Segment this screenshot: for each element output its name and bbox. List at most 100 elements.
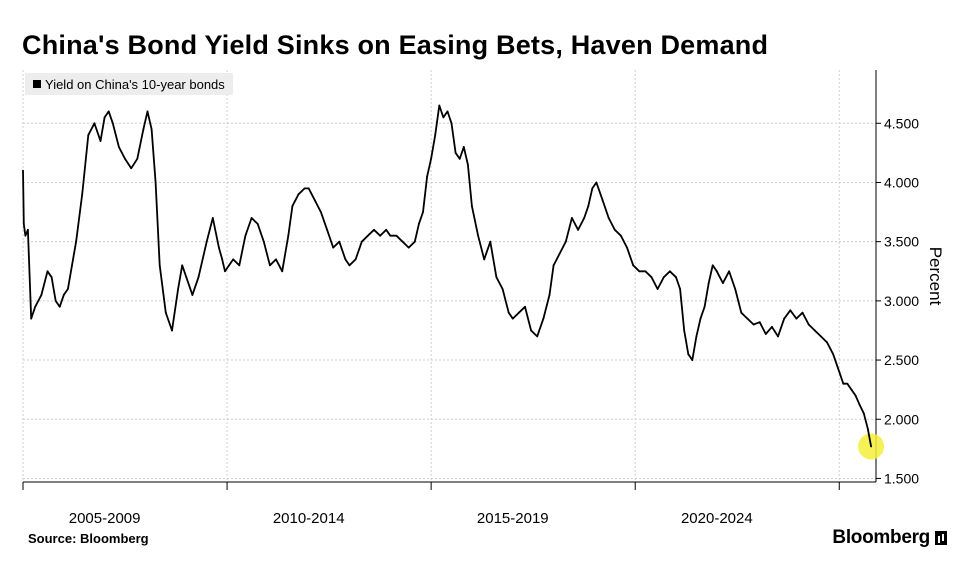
y-tick-label: 3.000: [884, 293, 919, 309]
data-point: [197, 276, 200, 279]
data-point: [832, 353, 835, 356]
data-point: [501, 288, 504, 290]
data-point: [103, 116, 106, 119]
data-point: [807, 323, 810, 326]
x-tick-label: 2015-2019: [477, 510, 549, 527]
data-point: [146, 110, 149, 113]
data-point: [389, 234, 392, 237]
data-point: [789, 309, 792, 312]
data-point: [66, 288, 69, 290]
data-point: [517, 311, 520, 314]
data-point: [752, 323, 755, 326]
data-point: [820, 335, 822, 338]
data-point: [124, 157, 126, 160]
data-point: [118, 146, 120, 148]
data-point: [438, 104, 441, 107]
data-point: [854, 394, 857, 397]
data-point: [842, 382, 845, 385]
data-point: [262, 240, 265, 243]
data-point: [191, 294, 194, 296]
data-point: [632, 264, 635, 267]
data-point: [379, 234, 382, 237]
legend-label: Yield on China's 10-year bonds: [45, 76, 225, 92]
data-point: [46, 270, 49, 273]
data-point: [458, 157, 461, 160]
data-point: [181, 264, 184, 267]
data-point: [87, 134, 90, 137]
data-point: [489, 240, 492, 243]
data-point: [142, 128, 145, 131]
data-point: [722, 282, 724, 285]
data-point: [564, 240, 567, 243]
data-point: [668, 270, 671, 273]
data-point: [164, 311, 167, 314]
data-point: [218, 246, 220, 249]
data-point: [675, 276, 677, 279]
data-point: [507, 311, 510, 314]
data-point: [656, 288, 659, 290]
data-point: [434, 134, 437, 137]
chart-tick-labels: 1.500 2.000 2.500 3.000 3.500 4.000 4.500 2005-…: [69, 115, 945, 527]
data-point: [511, 317, 514, 320]
data-point: [450, 122, 453, 125]
data-point: [595, 181, 598, 184]
data-point: [395, 234, 398, 237]
data-point: [558, 252, 561, 255]
legend-swatch: [33, 80, 41, 88]
data-point: [715, 270, 718, 273]
data-point: [232, 258, 235, 261]
data-point: [446, 110, 449, 113]
data-point: [801, 311, 804, 314]
data-point: [591, 187, 594, 190]
data-point: [287, 234, 290, 237]
y-axis-label: Percent: [926, 247, 945, 306]
data-point: [483, 258, 486, 261]
data-point: [332, 246, 335, 249]
data-point: [40, 294, 43, 296]
data-point: [401, 240, 404, 243]
data-point: [228, 264, 231, 267]
data-point: [758, 321, 761, 324]
data-point: [687, 353, 690, 356]
x-tick-label: 2020-2024: [681, 510, 753, 527]
data-point: [795, 317, 798, 320]
data-point: [54, 299, 57, 302]
data-point: [130, 167, 133, 170]
data-point: [81, 193, 84, 196]
data-point: [338, 240, 341, 243]
data-point: [413, 240, 416, 243]
data-point: [866, 427, 869, 430]
data-point: [691, 359, 694, 361]
data-point: [320, 211, 322, 213]
data-point: [256, 223, 259, 225]
data-point: [24, 234, 27, 237]
y-tick-label: 4.000: [884, 174, 919, 190]
data-point: [587, 205, 590, 208]
data-point: [30, 317, 33, 320]
data-point: [281, 270, 284, 273]
data-point: [662, 276, 665, 279]
data-point: [58, 305, 61, 308]
y-tick-label: 2.000: [884, 411, 919, 427]
data-point: [366, 234, 369, 237]
data-point: [111, 122, 114, 125]
data-point: [846, 382, 849, 385]
data-point: [644, 270, 647, 273]
y-tick-label: 3.500: [884, 234, 919, 250]
data-point: [422, 211, 424, 213]
y-tick-label: 2.500: [884, 352, 919, 368]
data-point: [862, 412, 865, 415]
data-point: [313, 199, 316, 202]
data-point: [107, 110, 110, 113]
data-point: [813, 329, 816, 332]
chart-gridlines: [22, 70, 876, 482]
x-tick-label: 2005-2009: [69, 510, 141, 527]
data-point: [75, 240, 77, 243]
bloomberg-terminal-icon: [935, 531, 947, 545]
data-point: [26, 228, 29, 231]
data-point: [326, 228, 328, 231]
chart-legend: Yield on China's 10-year bonds: [25, 73, 233, 95]
data-point: [150, 128, 153, 131]
data-point: [577, 228, 579, 231]
data-point: [442, 116, 445, 119]
